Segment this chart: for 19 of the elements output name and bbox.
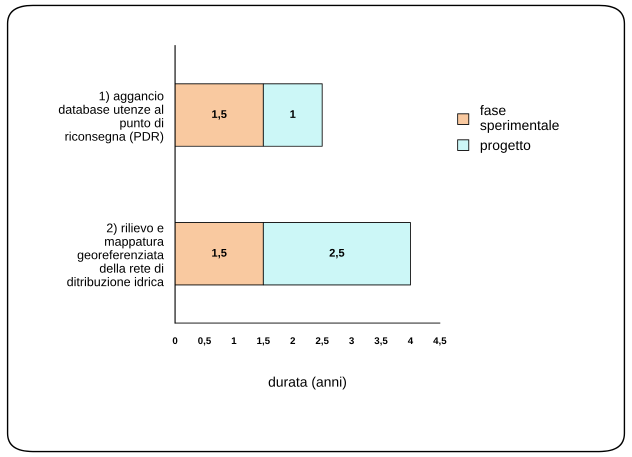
x-axis-title: durata (anni) [268,376,346,390]
x-tick-label: 4 [408,337,414,344]
x-tick-label: 2 [290,337,296,344]
legend-label: progetto [480,140,530,153]
x-tick-label: 4,5 [433,337,446,346]
x-tick-label: 3 [349,337,354,344]
data-label: 1,5 [212,248,227,258]
y-tick-label: 1) aggancio database utenze al punto di riconsegna (PDR) [58,91,164,144]
data-label: 1,5 [212,110,227,120]
x-tick-label: 0,5 [198,337,211,346]
data-label: 2,5 [330,248,344,258]
x-tick-label: 1,5 [257,337,270,346]
x-tick-label: 1 [232,337,236,344]
data-label: 1 [290,110,296,118]
x-tick-label: 0 [172,337,178,344]
y-tick-label: 2) rilievo e mappatura georeferenziata della rete di ditribuzione idrica [67,223,164,286]
x-tick-label: 3,5 [374,337,388,346]
legend-label: fase sperimentale [480,105,559,133]
x-tick-label: 2,5 [316,337,329,346]
